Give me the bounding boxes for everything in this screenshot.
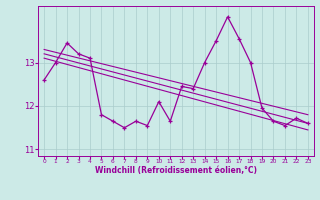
X-axis label: Windchill (Refroidissement éolien,°C): Windchill (Refroidissement éolien,°C) [95,166,257,175]
